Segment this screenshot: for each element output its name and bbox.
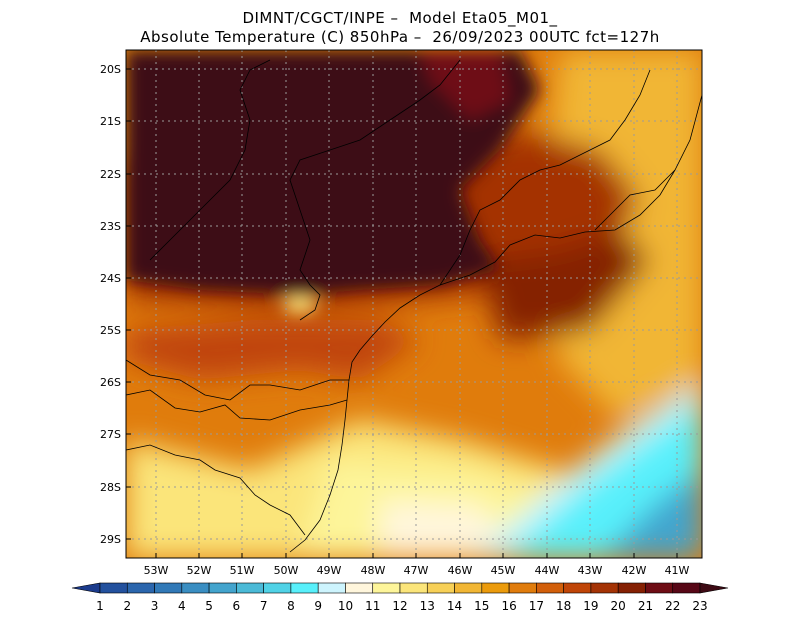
colorbar-label: 16 [501, 599, 516, 613]
colorbar-label: 11 [365, 599, 380, 613]
colorbar-label: 10 [338, 599, 353, 613]
colorbar-label: 8 [287, 599, 295, 613]
temperature-field [126, 50, 702, 558]
field-sw-red [126, 320, 420, 380]
colorbar-label: 14 [447, 599, 462, 613]
lon-label: 50W [274, 564, 299, 577]
colorbar: 1 2 3 4 5 6 7 8 9 10 11 12 13 14 15 16 17 18 19 20 21 22 23 [71, 582, 729, 613]
colorbar-label: 13 [420, 599, 435, 613]
state-border-3 [126, 444, 306, 536]
colorbar-label: 15 [474, 599, 489, 613]
colorbar-swatch [426, 582, 455, 594]
colorbar-swatch [672, 582, 701, 594]
colorbar-swatch [126, 582, 155, 594]
colorbar-swatch [481, 582, 510, 594]
chart-title-line2: Absolute Temperature (C) 850hPa – 26/09/… [140, 28, 660, 46]
colorbar-swatch [181, 582, 210, 594]
lon-label: 46W [448, 564, 473, 577]
lat-label: 27S [100, 428, 121, 441]
colorbar-label: 1 [96, 599, 104, 613]
colorbar-label: 12 [392, 599, 407, 613]
colorbar-swatch [99, 582, 128, 594]
colorbar-label: 23 [692, 599, 707, 613]
lon-label: 48W [361, 564, 386, 577]
colorbar-label: 18 [556, 599, 571, 613]
colorbar-label: 20 [611, 599, 626, 613]
colorbar-label: 4 [178, 599, 186, 613]
lat-label: 23S [100, 220, 121, 233]
colorbar-label: 7 [260, 599, 268, 613]
colorbar-label: 17 [529, 599, 544, 613]
colorbar-swatch [345, 582, 374, 594]
lat-label: 28S [100, 481, 121, 494]
coast-and-borders [126, 59, 702, 553]
colorbar-swatch [154, 582, 183, 594]
field-south-cream [380, 500, 520, 558]
colorbar-swatch [563, 582, 592, 594]
lon-label: 51W [230, 564, 255, 577]
coastline [289, 94, 702, 553]
colorbar-swatch [617, 582, 646, 594]
lon-label: 45W [491, 564, 516, 577]
lon-label: 41W [665, 564, 690, 577]
chart-title-line1: DIMNT/CGCT/INPE – Model Eta05_M01_ [242, 9, 558, 27]
lat-label: 24S [100, 272, 121, 285]
colorbar-swatch [236, 582, 264, 594]
colorbar-swatch [208, 582, 237, 594]
colorbar-label: 3 [151, 599, 159, 613]
colorbar-label: 6 [233, 599, 241, 613]
colorbar-swatch [317, 582, 346, 594]
colorbar-swatch [508, 582, 537, 594]
lat-label: 29S [100, 533, 121, 546]
lat-label: 26S [100, 376, 121, 389]
state-border-2 [126, 389, 348, 421]
colorbar-label: 9 [314, 599, 322, 613]
colorbar-swatch [372, 582, 401, 594]
state-border-5 [149, 59, 271, 261]
lat-label: 25S [100, 324, 121, 337]
colorbar-label: 2 [123, 599, 131, 613]
colorbar-label: 21 [638, 599, 653, 613]
map-grid [126, 50, 702, 558]
colorbar-swatch [290, 582, 319, 594]
lat-label: 21S [100, 115, 121, 128]
field-east-darkred [480, 230, 650, 340]
latitude-labels: 20S 21S 22S 23S 24S 25S 26S 27S 28S 29S [100, 63, 131, 546]
colorbar-label: 19 [583, 599, 598, 613]
state-border-1 [126, 359, 349, 401]
colorbar-swatch [645, 582, 674, 594]
lon-label: 43W [578, 564, 603, 577]
colorbar-swatch [399, 582, 428, 594]
colorbar-label: 5 [205, 599, 213, 613]
state-border-4 [289, 59, 461, 321]
field-warm-spot [282, 297, 318, 313]
state-border-7 [594, 169, 676, 231]
lon-label: 42W [622, 564, 647, 577]
field-north-maroon [420, 50, 510, 120]
longitude-labels: 53W 52W 51W 50W 49W 48W 47W 46W 45W 44W 43W 42W 41W [144, 553, 690, 577]
field-nw-maroon [126, 50, 540, 295]
lat-label: 20S [100, 63, 121, 76]
colorbar-swatch [454, 582, 483, 594]
lon-label: 49W [317, 564, 342, 577]
colorbar-right-arrow [699, 582, 729, 594]
colorbar-left-arrow [71, 582, 101, 594]
lon-label: 47W [404, 564, 429, 577]
colorbar-swatch [263, 582, 292, 594]
colorbar-swatch [590, 582, 619, 594]
lon-label: 52W [187, 564, 212, 577]
colorbar-label: 22 [665, 599, 680, 613]
state-border-6 [439, 69, 651, 286]
lon-label: 53W [144, 564, 169, 577]
colorbar-swatch [536, 582, 564, 594]
plot-frame [125, 49, 703, 559]
lat-label: 22S [100, 168, 121, 181]
lon-label: 44W [535, 564, 560, 577]
